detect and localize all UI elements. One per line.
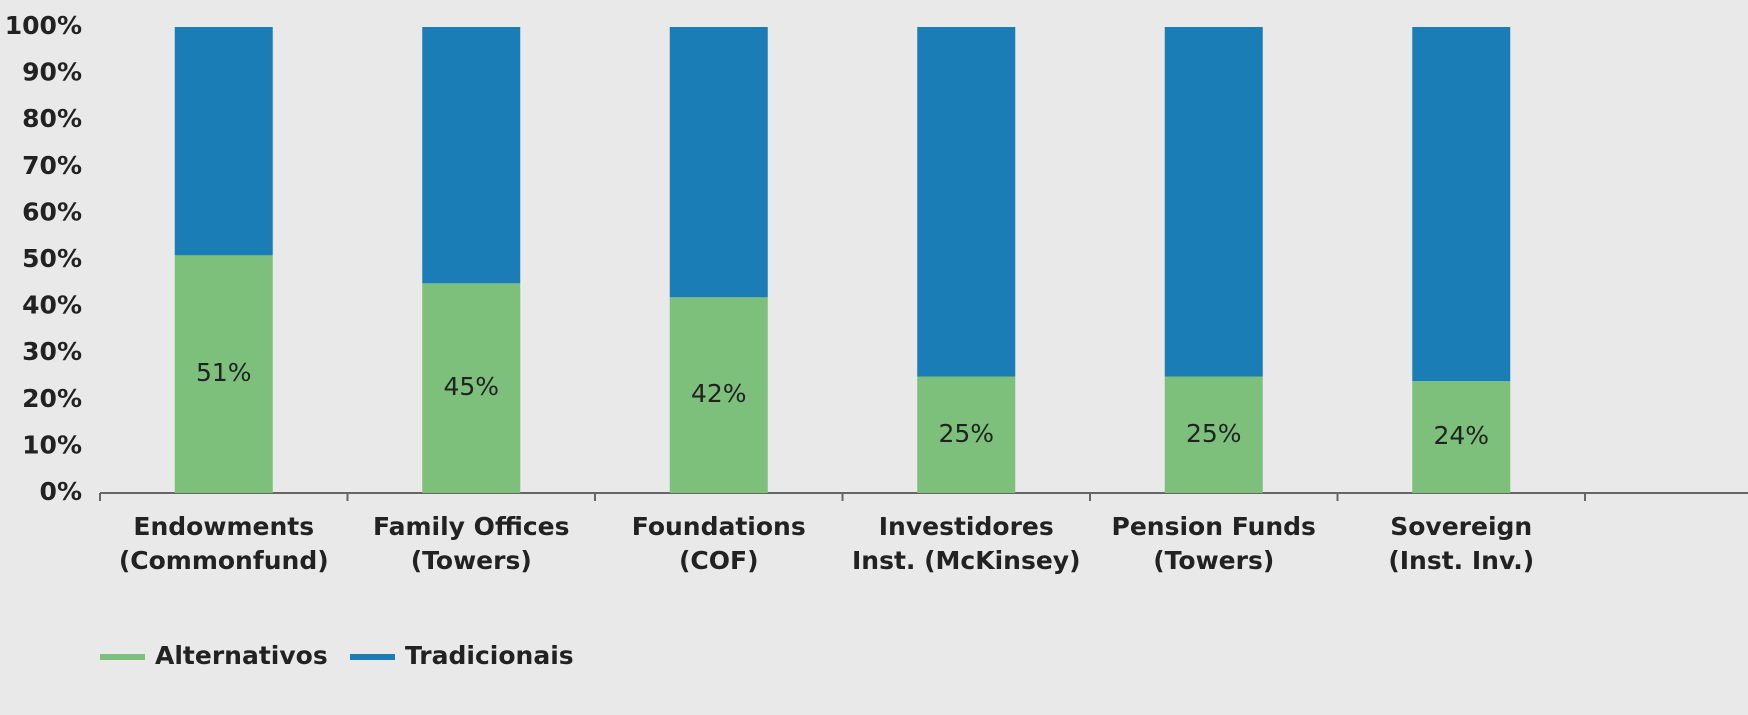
data-label: 42% [691, 379, 747, 408]
bar-segment [669, 27, 768, 298]
x-tick-label-line: (COF) [679, 546, 759, 575]
y-tick-label: 10% [22, 430, 82, 459]
bar-segment [174, 255, 273, 493]
x-tick-label-line: Endowments [133, 512, 314, 541]
data-label: 51% [196, 358, 252, 387]
bar-segment [1164, 376, 1263, 493]
x-tick-label: Investidores Inst. (McKinsey) [852, 512, 1081, 575]
legend-label: Alternativos [155, 641, 328, 670]
x-tick-label-line: Inst. (McKinsey) [852, 546, 1081, 575]
bar-segment [917, 27, 1016, 377]
x-tick-label: Pension Funds (Towers) [1112, 512, 1316, 575]
data-label: 25% [938, 419, 994, 448]
y-tick-label: 50% [22, 244, 82, 273]
y-tick-label: 0% [40, 477, 82, 506]
bar-segment [1412, 381, 1511, 493]
data-label: 45% [443, 372, 499, 401]
y-tick-label: 100% [5, 11, 82, 40]
x-tick-label-line: Pension Funds [1112, 512, 1316, 541]
x-tick-label: Family Offices (Towers) [373, 512, 569, 575]
x-tick-label: Sovereign (Inst. Inv.) [1388, 512, 1534, 575]
bar-segment [422, 27, 521, 284]
bar-segment [174, 27, 273, 256]
x-tick-label-line: Investidores [879, 512, 1054, 541]
bar-segment [1412, 27, 1511, 382]
y-tick-label: 60% [22, 197, 82, 226]
x-tick-label-line: (Towers) [411, 546, 532, 575]
x-tick-label-line: (Inst. Inv.) [1388, 546, 1534, 575]
data-label: 24% [1433, 421, 1489, 450]
x-tick-label-line: (Towers) [1153, 546, 1274, 575]
x-tick-label-line: (Commonfund) [119, 546, 329, 575]
y-tick-label: 90% [22, 58, 82, 87]
x-tick-label-line: Sovereign [1390, 512, 1532, 541]
y-tick-label: 20% [22, 384, 82, 413]
x-tick-label: Endowments (Commonfund) [119, 512, 329, 575]
bar-segment [917, 376, 1016, 493]
y-tick-label: 70% [22, 151, 82, 180]
x-tick-label-line: Foundations [632, 512, 806, 541]
y-tick-label: 40% [22, 291, 82, 320]
x-tick-label-line: Family Offices [373, 512, 569, 541]
y-tick-label: 80% [22, 104, 82, 133]
legend-label: Tradicionais [405, 641, 574, 670]
data-label: 25% [1186, 419, 1242, 448]
bar-segment [669, 297, 768, 493]
bar-segment [1164, 27, 1263, 377]
x-tick-label: Foundations (COF) [632, 512, 806, 575]
y-tick-label: 30% [22, 337, 82, 366]
bar-segment [422, 283, 521, 493]
